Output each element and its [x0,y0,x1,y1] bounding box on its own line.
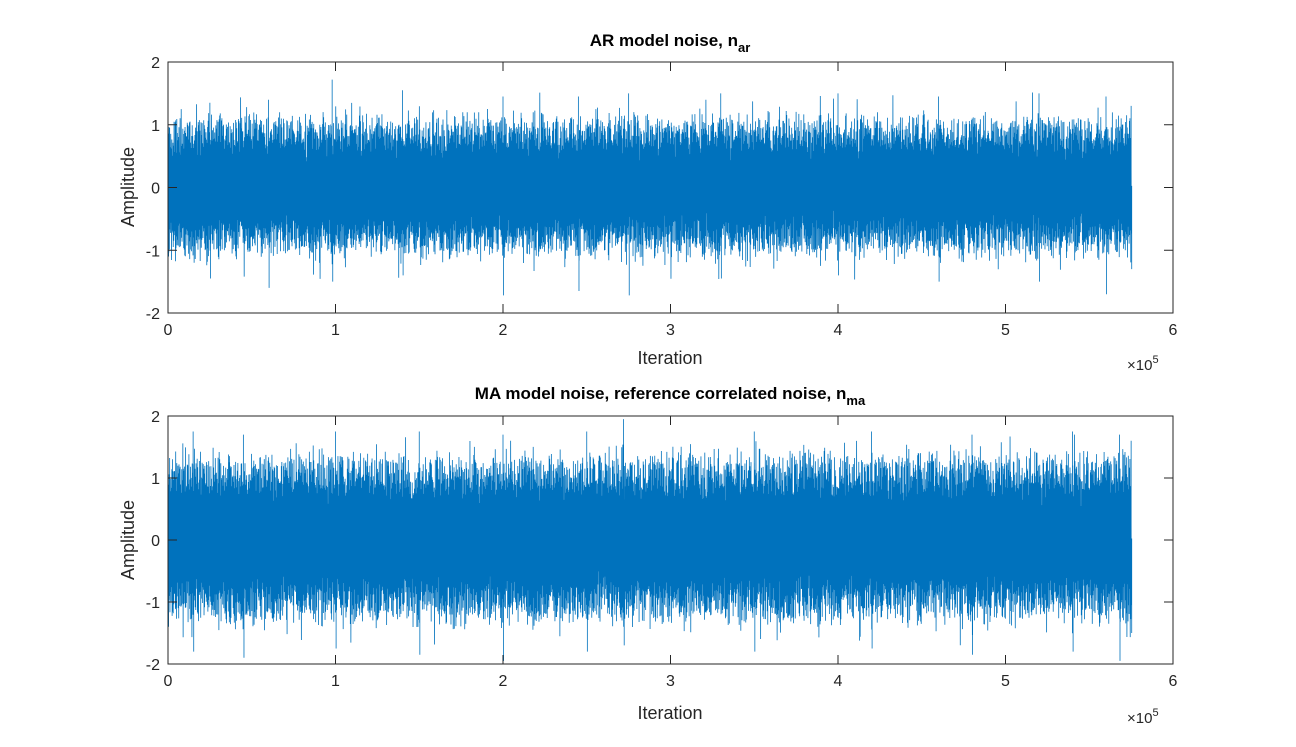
subplot-2-x-exponent-power: 5 [1152,707,1158,719]
subplot-1-xlabel: Iteration [637,348,702,368]
subplot-1: 0 1 2 3 4 5 6 -2 -1 0 1 2 AR model noise, nar Itera… [118,31,1178,374]
y-tick-label: -1 [146,243,160,260]
x-tick-label: 6 [1169,322,1178,339]
subplot-1-ticks: 0 1 2 3 4 5 6 -2 -1 0 1 2 [146,55,1178,339]
y-tick-label: 0 [151,533,160,550]
x-tick-label: 3 [666,322,675,339]
subplot-1-x-exponent: ×105 [1127,354,1159,374]
y-tick-label: -2 [146,657,160,674]
subplot-1-x-exponent-power: 5 [1152,354,1158,366]
x-tick-label: 3 [666,673,675,690]
x-tick-label: 1 [331,673,340,690]
subplot-2-x-exponent-base: ×10 [1127,710,1152,727]
x-tick-label: 5 [1001,673,1010,690]
subplot-2-title: MA model noise, reference correlated noi… [475,384,866,408]
x-tick-label: 6 [1169,673,1178,690]
subplot-2-x-exponent: ×105 [1127,707,1159,727]
y-tick-label: 1 [151,471,160,488]
subplot-1-ylabel: Amplitude [118,147,138,227]
x-tick-label: 2 [499,673,508,690]
y-tick-label: 2 [151,409,160,426]
x-tick-label: 4 [834,673,843,690]
subplot-2: 0 1 2 3 4 5 6 -2 -1 0 1 2 MA model noise, reference… [118,384,1178,727]
y-tick-label: 0 [151,181,160,198]
subplot-1-title: AR model noise, nar [590,31,751,55]
subplot-2-ticks: 0 1 2 3 4 5 6 -2 -1 0 1 2 [146,409,1178,690]
subplot-2-title-main: MA model noise, reference correlated noi… [475,384,847,403]
subplot-1-noise-line [167,79,1133,296]
x-tick-label: 1 [331,322,340,339]
x-tick-label: 2 [499,322,508,339]
subplot-2-xlabel: Iteration [637,703,702,723]
subplot-2-ylabel: Amplitude [118,500,138,580]
y-tick-label: -2 [146,306,160,323]
x-tick-label: 0 [164,322,173,339]
y-tick-label: 1 [151,118,160,135]
y-tick-label: 2 [151,55,160,72]
subplot-2-title-subscript: ma [846,393,866,408]
x-tick-label: 4 [834,322,843,339]
x-tick-label: 0 [164,673,173,690]
subplot-1-title-subscript: ar [738,40,750,55]
subplot-1-title-main: AR model noise, n [590,31,738,50]
y-tick-label: -1 [146,595,160,612]
subplot-2-noise-line [167,419,1133,661]
x-tick-label: 5 [1001,322,1010,339]
subplot-1-x-exponent-base: ×10 [1127,357,1152,374]
